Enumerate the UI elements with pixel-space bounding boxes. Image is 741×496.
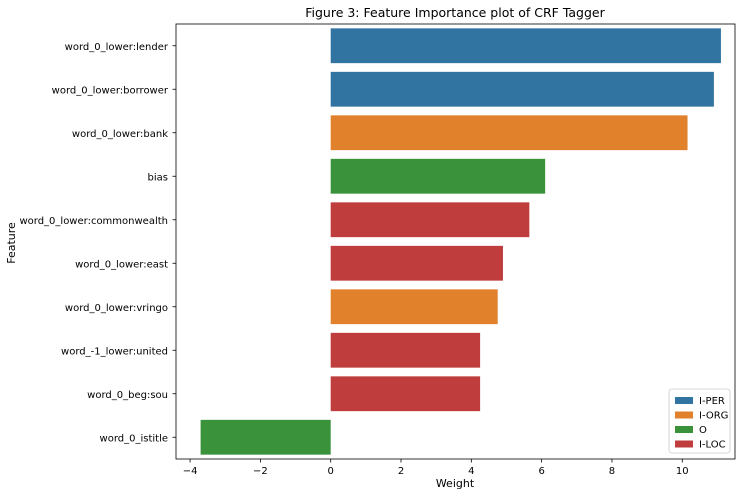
plot-frame (175, 23, 736, 460)
bar-word_0_lower:east (330, 245, 503, 281)
x-tick-label: 0 (328, 466, 334, 477)
bar-word_0_lower:commonwealth (330, 202, 530, 238)
legend-label: I-PER (699, 396, 725, 407)
y-tick-label: bias (148, 172, 168, 183)
bar-word_-1_lower:united (330, 332, 481, 368)
x-axis-label: Weight (436, 477, 475, 490)
y-tick-group: word_0_lower:lender word_0_lower:borrower… (19, 42, 176, 444)
y-tick-label: word_0_istitle (100, 433, 168, 444)
legend-swatch-I-ORG (675, 411, 693, 419)
y-tick-label: word_0_beg:sou (87, 390, 168, 401)
legend-frame (668, 388, 731, 454)
x-tick-label: 6 (538, 466, 544, 477)
bar-bias (330, 158, 546, 194)
chart-title: Figure 3: Feature Importance plot of CRF… (305, 5, 605, 20)
x-tick-label: 2 (398, 466, 404, 477)
y-axis-label: Feature (5, 222, 18, 264)
legend-swatch-I-LOC (675, 440, 693, 448)
y-tick-label: word_0_lower:commonwealth (19, 216, 168, 227)
x-tick-label: −4 (183, 466, 198, 477)
bars-group (200, 28, 721, 455)
x-tick-label: 4 (468, 466, 474, 477)
legend-label: O (699, 425, 707, 436)
y-tick-label: word_0_lower:east (75, 259, 168, 270)
x-tick-label: −2 (253, 466, 268, 477)
x-tick-group: −4 −2 0 2 4 6 8 10 (183, 459, 689, 477)
legend-swatch-O (675, 426, 693, 433)
y-tick-label: word_0_lower:lender (65, 42, 169, 53)
x-tick-label: 8 (609, 466, 615, 477)
y-tick-label: word_0_lower:vringo (65, 303, 168, 314)
bar-word_0_beg:sou (330, 376, 481, 412)
bar-word_0_istitle (200, 419, 331, 455)
bar-word_0_lower:bank (330, 115, 688, 151)
x-tick-label: 10 (676, 466, 689, 477)
legend-label: I-ORG (699, 411, 728, 422)
y-tick-label: word_0_lower:borrower (52, 85, 169, 96)
y-tick-label: word_0_lower:bank (72, 129, 168, 140)
bar-word_0_lower:vringo (330, 289, 498, 325)
y-tick-label: word_-1_lower:united (61, 346, 168, 357)
legend-swatch-I-PER (675, 397, 693, 404)
legend: I-PER I-ORG O I-LOC (668, 388, 731, 454)
legend-label: I-LOC (699, 440, 726, 451)
bar-word_0_lower:borrower (330, 71, 714, 107)
bar-word_0_lower:lender (330, 28, 721, 64)
